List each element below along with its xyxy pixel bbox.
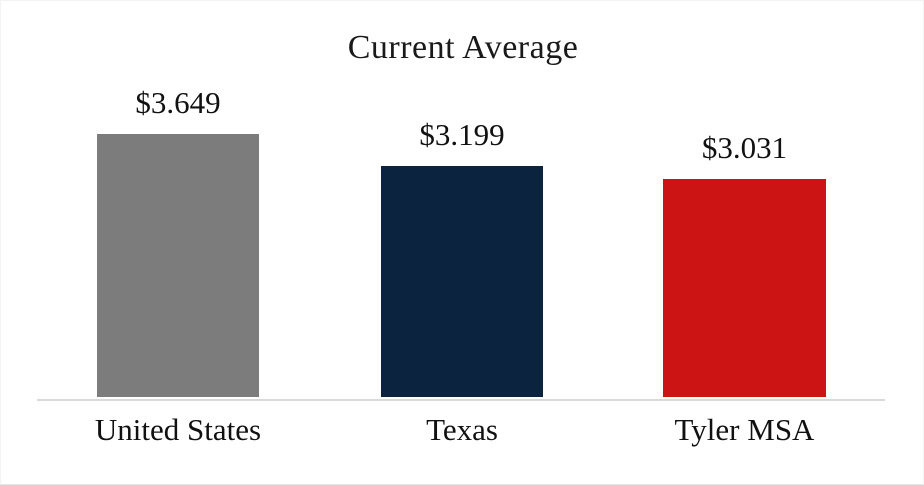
bar-united-states — [97, 134, 259, 397]
category-label-tyler-msa: Tyler MSA — [674, 412, 815, 447]
bar-texas — [381, 166, 543, 397]
bar-group-texas: $3.199 Texas — [381, 117, 543, 447]
bar-value-label-united-states: $3.649 — [135, 85, 221, 120]
bar-value-label-texas: $3.199 — [419, 117, 505, 152]
bar-tyler-msa — [663, 179, 826, 397]
bar-group-united-states: $3.649 United States — [95, 85, 261, 447]
x-axis-line — [37, 399, 885, 401]
chart-title: Current Average — [347, 29, 579, 66]
bar-value-label-tyler-msa: $3.031 — [701, 130, 788, 165]
bar-group-tyler-msa: $3.031 Tyler MSA — [663, 130, 826, 447]
category-label-texas: Texas — [426, 412, 498, 447]
category-label-united-states: United States — [94, 412, 262, 447]
